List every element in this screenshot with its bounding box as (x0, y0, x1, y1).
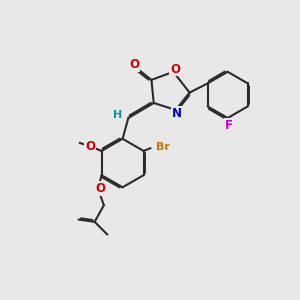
Text: O: O (170, 62, 180, 76)
Text: O: O (95, 182, 105, 195)
Text: N: N (172, 107, 182, 120)
Text: F: F (225, 119, 233, 132)
Text: O: O (85, 140, 95, 153)
Text: Br: Br (156, 142, 170, 152)
Text: H: H (112, 110, 122, 120)
Text: O: O (129, 58, 139, 71)
